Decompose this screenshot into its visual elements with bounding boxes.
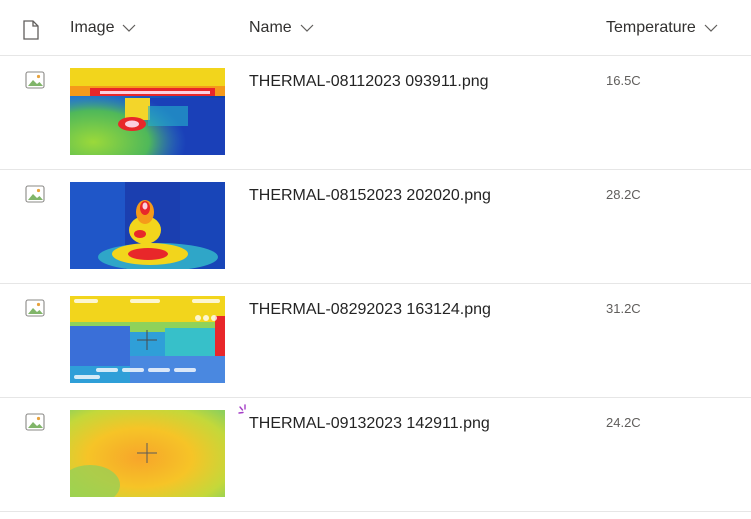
file-name[interactable]: THERMAL-08152023 202020.png: [249, 187, 491, 204]
file-name[interactable]: THERMAL-08112023 093911.png: [249, 73, 489, 90]
temperature-value: 24.2C: [606, 415, 641, 430]
column-header-image-label: Image: [70, 19, 115, 36]
thumbnail-image[interactable]: [70, 410, 225, 497]
thumbnail-image[interactable]: [70, 68, 225, 155]
sparkle-icon: [238, 404, 246, 414]
column-header-row: Image Name Temperature: [0, 0, 751, 56]
file-name[interactable]: THERMAL-09132023 142911.png: [249, 415, 490, 432]
column-header-name-label: Name: [249, 19, 292, 36]
thumbnail-image[interactable]: [70, 182, 225, 269]
column-header-name[interactable]: Name: [249, 19, 314, 37]
file-row[interactable]: THERMAL-08292023 163124.png 31.2C: [0, 283, 751, 398]
chevron-down-icon: [123, 24, 136, 32]
image-file-icon: [25, 299, 45, 317]
column-header-temperature[interactable]: Temperature: [606, 19, 718, 37]
temperature-value: 16.5C: [606, 73, 641, 88]
column-header-image[interactable]: Image: [70, 19, 136, 37]
image-file-icon: [25, 185, 45, 203]
thumbnail-image[interactable]: [70, 296, 225, 383]
file-row[interactable]: THERMAL-08112023 093911.png 16.5C: [0, 55, 751, 170]
temperature-value: 28.2C: [606, 187, 641, 202]
image-file-icon: [25, 71, 45, 89]
image-file-icon: [25, 413, 45, 431]
file-type-icon[interactable]: [22, 20, 40, 40]
file-row[interactable]: THERMAL-09132023 142911.png 24.2C: [0, 397, 751, 512]
column-header-temperature-label: Temperature: [606, 19, 696, 36]
chevron-down-icon: [704, 24, 718, 32]
file-row[interactable]: THERMAL-08152023 202020.png 28.2C: [0, 169, 751, 284]
temperature-value: 31.2C: [606, 301, 641, 316]
file-name[interactable]: THERMAL-08292023 163124.png: [249, 301, 491, 318]
chevron-down-icon: [300, 24, 314, 32]
